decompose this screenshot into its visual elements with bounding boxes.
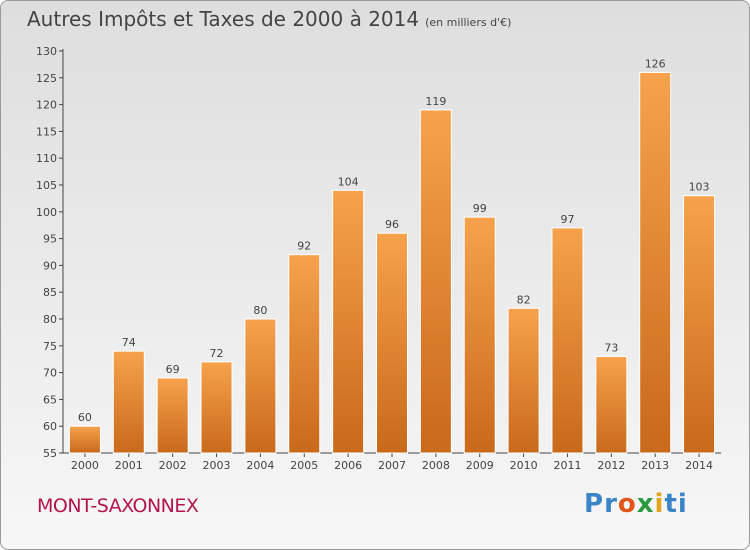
bar-2000 [68, 425, 101, 454]
y-tick-label: 120 [36, 99, 57, 112]
y-tick-label: 60 [43, 420, 57, 433]
x-tick-label-2002: 2002 [159, 459, 187, 472]
x-tick-label-2006: 2006 [334, 459, 362, 472]
chart-bars: 60 74 69 72 80 92 104 96 119 99 82 97 73 126 103 [68, 57, 716, 454]
chart-title-text: Autres Impôts et Taxes de 2000 à 2014 [27, 7, 420, 31]
bar-2006 [332, 189, 365, 454]
value-label-2009: 99 [473, 202, 487, 215]
proxiti-logo[interactable]: Proxiti [584, 489, 688, 519]
y-tick-label: 85 [43, 286, 57, 299]
value-label-2010: 82 [517, 293, 531, 306]
bar-2014 [683, 195, 716, 454]
y-tick-label: 70 [43, 367, 57, 380]
y-tick-label: 125 [36, 72, 57, 85]
place-name: MONT-SAXONNEX [37, 495, 199, 517]
logo-letter: i [677, 489, 688, 519]
value-label-2011: 97 [560, 213, 574, 226]
bar-2002 [156, 377, 189, 454]
value-label-2014: 103 [689, 181, 710, 194]
chart-unit-text: (en milliers d'€) [425, 16, 512, 29]
logo-letter: t [664, 489, 678, 519]
logo-letter: x [636, 489, 655, 519]
bar-2004 [244, 318, 277, 454]
bar-2008 [419, 109, 452, 454]
bar-2011 [551, 227, 584, 454]
x-tick-label-2010: 2010 [510, 459, 538, 472]
x-tick-label-2009: 2009 [466, 459, 494, 472]
y-tick-label: 55 [43, 447, 57, 460]
value-label-2004: 80 [253, 304, 267, 317]
logo-letter: r [604, 489, 618, 519]
y-tick-label: 105 [36, 179, 57, 192]
y-tick-label: 95 [43, 233, 57, 246]
y-tick-label: 100 [36, 206, 57, 219]
y-tick-label: 130 [36, 45, 57, 58]
x-tick-label-2005: 2005 [290, 459, 318, 472]
value-label-2000: 60 [78, 411, 92, 424]
x-tick-label-2004: 2004 [246, 459, 274, 472]
x-tick-label-2011: 2011 [553, 459, 581, 472]
value-label-2012: 73 [604, 342, 618, 355]
logo-letter: o [617, 489, 637, 519]
y-tick-label: 115 [36, 125, 57, 138]
bar-2010 [507, 307, 540, 454]
value-label-2008: 119 [425, 95, 446, 108]
x-tick-label-2007: 2007 [378, 459, 406, 472]
bar-2009 [463, 216, 496, 454]
x-tick-label-2013: 2013 [641, 459, 669, 472]
chart-title: Autres Impôts et Taxes de 2000 à 2014 (en… [27, 7, 511, 31]
value-label-2001: 74 [122, 336, 136, 349]
x-tick-label-2012: 2012 [597, 459, 625, 472]
y-tick-label: 75 [43, 340, 57, 353]
y-tick-label: 65 [43, 393, 57, 406]
value-label-2007: 96 [385, 218, 399, 231]
y-tick-label: 80 [43, 313, 57, 326]
value-label-2002: 69 [166, 363, 180, 376]
value-label-2005: 92 [297, 240, 311, 253]
bar-2003 [200, 361, 233, 454]
bar-2005 [288, 254, 321, 454]
logo-letter: i [654, 489, 665, 519]
x-tick-label-2003: 2003 [203, 459, 231, 472]
value-label-2013: 126 [645, 57, 666, 70]
y-tick-label: 110 [36, 152, 57, 165]
value-label-2006: 104 [338, 175, 359, 188]
logo-letter: P [584, 489, 605, 519]
chart-axes: 55 60 65 70 75 80 85 90 95 100 105 110 115 120 125 130 2… [36, 45, 721, 472]
bar-2007 [376, 232, 408, 454]
bar-2013 [639, 71, 672, 454]
value-label-2003: 72 [210, 347, 224, 360]
x-tick-label-2008: 2008 [422, 459, 450, 472]
x-tick-label-2014: 2014 [685, 459, 713, 472]
y-tick-label: 90 [43, 259, 57, 272]
x-tick-label-2001: 2001 [115, 459, 143, 472]
bar-2001 [112, 350, 145, 454]
x-tick-label-2000: 2000 [71, 459, 99, 472]
bar-2012 [595, 356, 628, 454]
